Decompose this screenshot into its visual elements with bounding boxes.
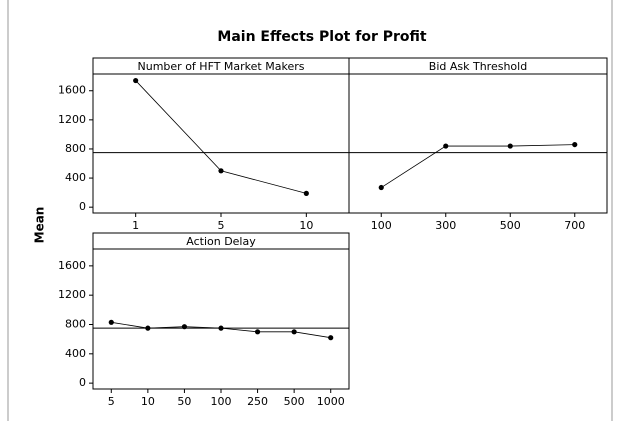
y-tick-label: 800 <box>65 317 86 330</box>
y-tick-label: 400 <box>65 171 86 184</box>
x-tick-label: 500 <box>500 219 521 232</box>
panel-title: Number of HFT Market Makers <box>138 60 305 73</box>
y-tick-label: 1200 <box>58 288 86 301</box>
x-tick-label: 100 <box>211 395 232 408</box>
y-tick-label: 1600 <box>58 84 86 97</box>
chart-title: Main Effects Plot for Profit <box>217 29 427 45</box>
data-point <box>133 77 139 84</box>
data-point <box>291 329 297 335</box>
data-line <box>381 144 575 188</box>
y-axis-label: Mean <box>33 207 47 244</box>
y-tick-label: 1200 <box>58 113 86 126</box>
x-tick-label: 500 <box>284 395 305 408</box>
y-tick-label: 0 <box>79 200 86 213</box>
panel <box>348 73 608 214</box>
data-point <box>443 143 449 149</box>
data-point <box>303 190 309 196</box>
x-tick-label: 5 <box>108 395 115 408</box>
data-point <box>181 324 188 330</box>
panel <box>92 248 350 390</box>
y-tick-label: 400 <box>65 347 86 360</box>
y-tick-label: 0 <box>79 376 86 389</box>
data-point <box>378 184 384 191</box>
x-tick-label: 10 <box>299 219 313 232</box>
panel <box>92 73 350 214</box>
data-point <box>507 143 513 149</box>
data-point <box>218 168 224 174</box>
x-tick-label: 700 <box>564 219 585 232</box>
x-tick-label: 5 <box>218 219 225 232</box>
data-point <box>328 335 334 341</box>
data-point <box>254 329 261 335</box>
panel-title: Action Delay <box>186 235 256 248</box>
data-point <box>218 325 224 331</box>
x-tick-label: 250 <box>247 395 268 408</box>
x-tick-label: 50 <box>177 395 191 408</box>
x-tick-label: 1000 <box>317 395 345 408</box>
panel-title: Bid Ask Threshold <box>429 60 527 73</box>
y-tick-label: 800 <box>65 142 86 155</box>
y-tick-label: 1600 <box>58 259 86 272</box>
data-point <box>108 319 114 325</box>
data-point <box>572 141 578 148</box>
x-tick-label: 300 <box>435 219 456 232</box>
x-tick-label: 100 <box>371 219 392 232</box>
panel-header <box>92 232 350 250</box>
panel-header <box>348 57 608 75</box>
x-tick-label: 10 <box>141 395 155 408</box>
x-tick-label: 1 <box>132 219 139 232</box>
data-point <box>145 325 151 331</box>
